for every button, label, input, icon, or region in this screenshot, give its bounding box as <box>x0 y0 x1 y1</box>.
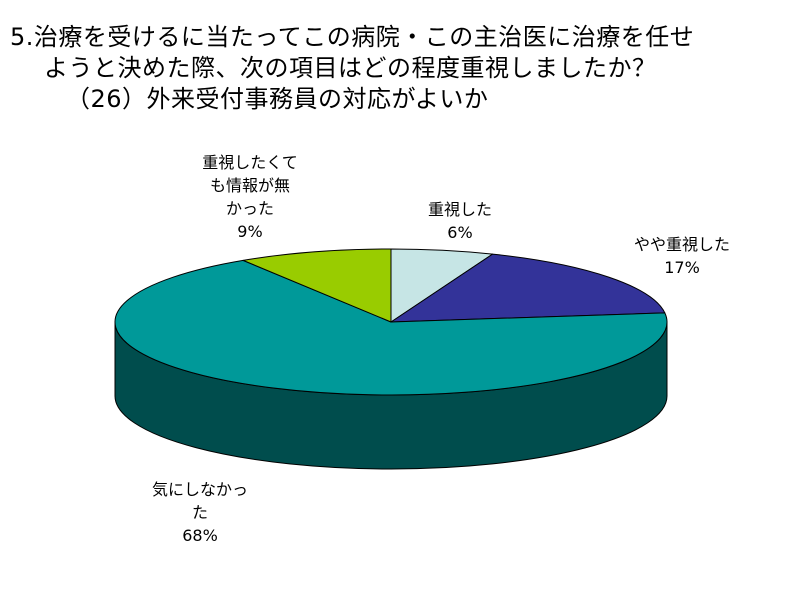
label-somewhat-important-text: やや重視した <box>633 235 730 254</box>
label-no-information-text-1: 重視したくて <box>202 153 298 172</box>
label-did-not-care-text-1: 気にしなかっ <box>151 480 248 499</box>
pie-slice-1 <box>390 253 666 323</box>
title-line-2: ようと決めた際、次の項目はどの程度重視しましたか？ <box>44 54 657 82</box>
label-did-not-care-value: 68% <box>182 526 218 545</box>
label-no-information-value: 9% <box>237 222 263 241</box>
label-somewhat-important: やや重視した 17% <box>602 233 762 279</box>
label-did-not-care-text-2: た <box>191 503 208 522</box>
pie-slice-2 <box>114 259 668 396</box>
chart-title: 5.治療を受けるに当たってこの病院・この主治医に治療を任せ ようと決めた際、次の… <box>10 22 790 115</box>
label-did-not-care: 気にしなかっ た 68% <box>120 478 280 547</box>
label-no-information-text-3: かった <box>225 199 274 218</box>
label-somewhat-important-value: 17% <box>664 258 700 277</box>
label-no-information-text-2: も情報が無 <box>209 176 290 195</box>
label-no-information: 重視したくて も情報が無 かった 9% <box>180 151 320 243</box>
title-line-3: （26）外来受付事務員の対応がよいか <box>66 85 489 113</box>
label-important-value: 6% <box>447 223 473 242</box>
label-important-text: 重視した <box>427 200 492 219</box>
label-important: 重視した 6% <box>400 198 520 244</box>
pie-slice-3 <box>242 248 392 323</box>
title-line-1: 5.治療を受けるに当たってこの病院・この主治医に治療を任せ <box>10 23 695 51</box>
